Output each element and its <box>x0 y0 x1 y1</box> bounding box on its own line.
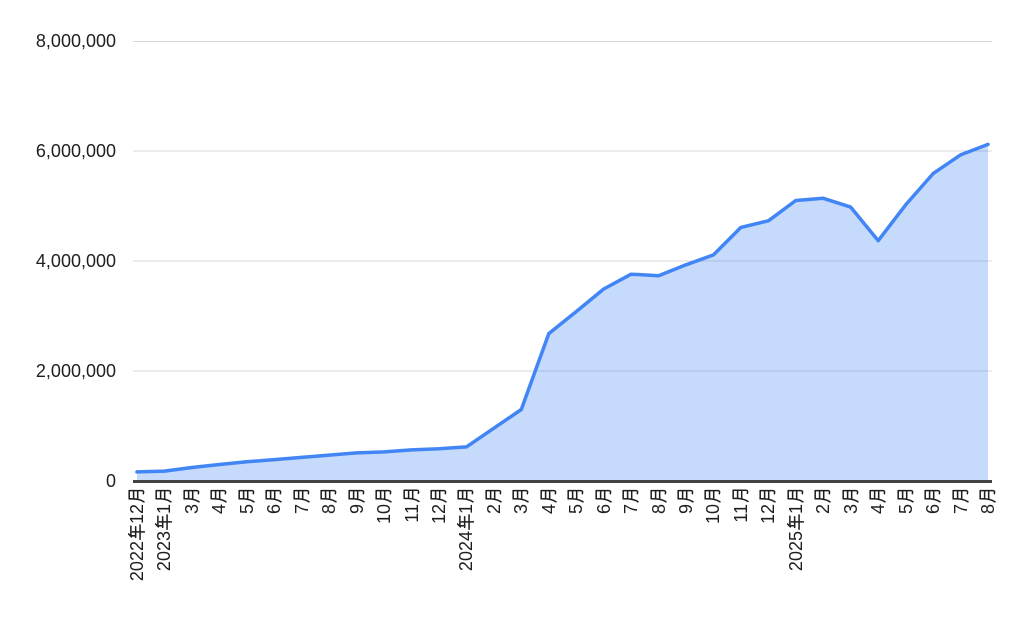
month-glyph <box>457 489 475 503</box>
month-glyph <box>924 489 941 503</box>
x-axis-tick-label: 6 <box>264 487 284 514</box>
x-axis-tick-label: 7 <box>951 487 971 514</box>
x-axis-tick-label: 12 <box>429 487 449 524</box>
month-glyph <box>348 489 365 503</box>
x-axis-tick-label: 4 <box>209 487 229 514</box>
x-axis-tick-label: 12 <box>758 487 778 524</box>
month-glyph <box>595 489 612 503</box>
x-axis-tick-label: 3 <box>182 487 202 514</box>
x-axis-tick-label: 5 <box>896 487 916 514</box>
x-axis-tick-label: 11 <box>731 487 751 523</box>
month-glyph <box>814 489 832 503</box>
x-axis-tick-label: 5 <box>237 487 257 514</box>
x-axis-tick-label: 3 <box>511 487 531 514</box>
year-glyph <box>155 514 173 530</box>
month-glyph <box>293 489 310 503</box>
month-glyph <box>210 489 228 503</box>
month-glyph <box>842 489 859 503</box>
x-axis-tick-label: 9 <box>676 487 696 514</box>
month-glyph <box>787 489 804 503</box>
month-glyph <box>485 489 502 503</box>
x-axis-tick-label: 2 <box>813 487 833 514</box>
x-axis-tick-label: 3 <box>841 487 861 514</box>
x-axis-tick-label: 4 <box>868 487 888 514</box>
year-glyph <box>128 524 145 540</box>
month-glyph <box>704 489 722 503</box>
y-axis-tick-label: 8,000,000 <box>35 31 116 51</box>
month-glyph <box>759 489 777 503</box>
month-glyph <box>320 489 337 503</box>
x-axis-tick-label: 5 <box>566 487 586 514</box>
x-axis-tick-label: 6 <box>923 487 943 514</box>
y-axis-tick-label: 6,000,000 <box>35 141 116 161</box>
month-glyph <box>622 489 639 503</box>
series-line <box>135 142 990 474</box>
year-glyph <box>457 514 475 530</box>
month-glyph <box>650 489 667 503</box>
x-axis-tick-label: 2 <box>484 487 504 514</box>
plot-area <box>133 41 992 483</box>
month-glyph <box>869 489 886 503</box>
x-axis-tick-label: 7 <box>292 487 312 514</box>
x-axis-tick-label: 11 <box>402 487 422 523</box>
month-glyph <box>677 489 694 503</box>
month-glyph <box>238 489 255 503</box>
x-axis-tick-label: 20241 <box>456 487 476 571</box>
x-axis-tick-label: 202212 <box>127 487 147 581</box>
x-axis-tick-label: 8 <box>978 487 998 514</box>
x-axis-tick-label: 20231 <box>154 487 174 571</box>
month-glyph <box>430 489 447 503</box>
month-glyph <box>128 489 145 503</box>
month-glyph <box>979 489 996 503</box>
x-axis-tick-label: 6 <box>594 487 614 514</box>
area-fill <box>137 144 988 481</box>
month-glyph <box>155 489 173 503</box>
x-axis-tick-label: 8 <box>649 487 669 514</box>
x-axis-tick-label: 20251 <box>786 487 806 571</box>
y-axis-tick-label: 2,000,000 <box>35 361 116 381</box>
x-axis-tick-label: 9 <box>347 487 367 514</box>
x-axis-tick-label: 10 <box>703 487 723 524</box>
x-axis-tick-label: 4 <box>539 487 559 514</box>
month-glyph <box>512 489 530 503</box>
month-glyph <box>951 489 969 503</box>
month-glyph <box>732 489 749 503</box>
x-axis-tick-label: 8 <box>319 487 339 514</box>
month-glyph <box>540 489 557 503</box>
chart-canvas <box>133 41 992 483</box>
x-axis-tick-label: 7 <box>621 487 641 514</box>
month-glyph <box>375 489 392 503</box>
month-glyph <box>402 489 420 503</box>
x-axis-tick-label: 10 <box>374 487 394 524</box>
year-glyph <box>786 514 804 530</box>
y-axis-tick-label: 4,000,000 <box>35 251 116 271</box>
month-glyph <box>567 489 584 503</box>
y-axis-tick-label: 0 <box>105 471 116 491</box>
month-glyph <box>265 489 282 503</box>
month-glyph <box>897 489 914 503</box>
month-glyph <box>183 489 200 503</box>
